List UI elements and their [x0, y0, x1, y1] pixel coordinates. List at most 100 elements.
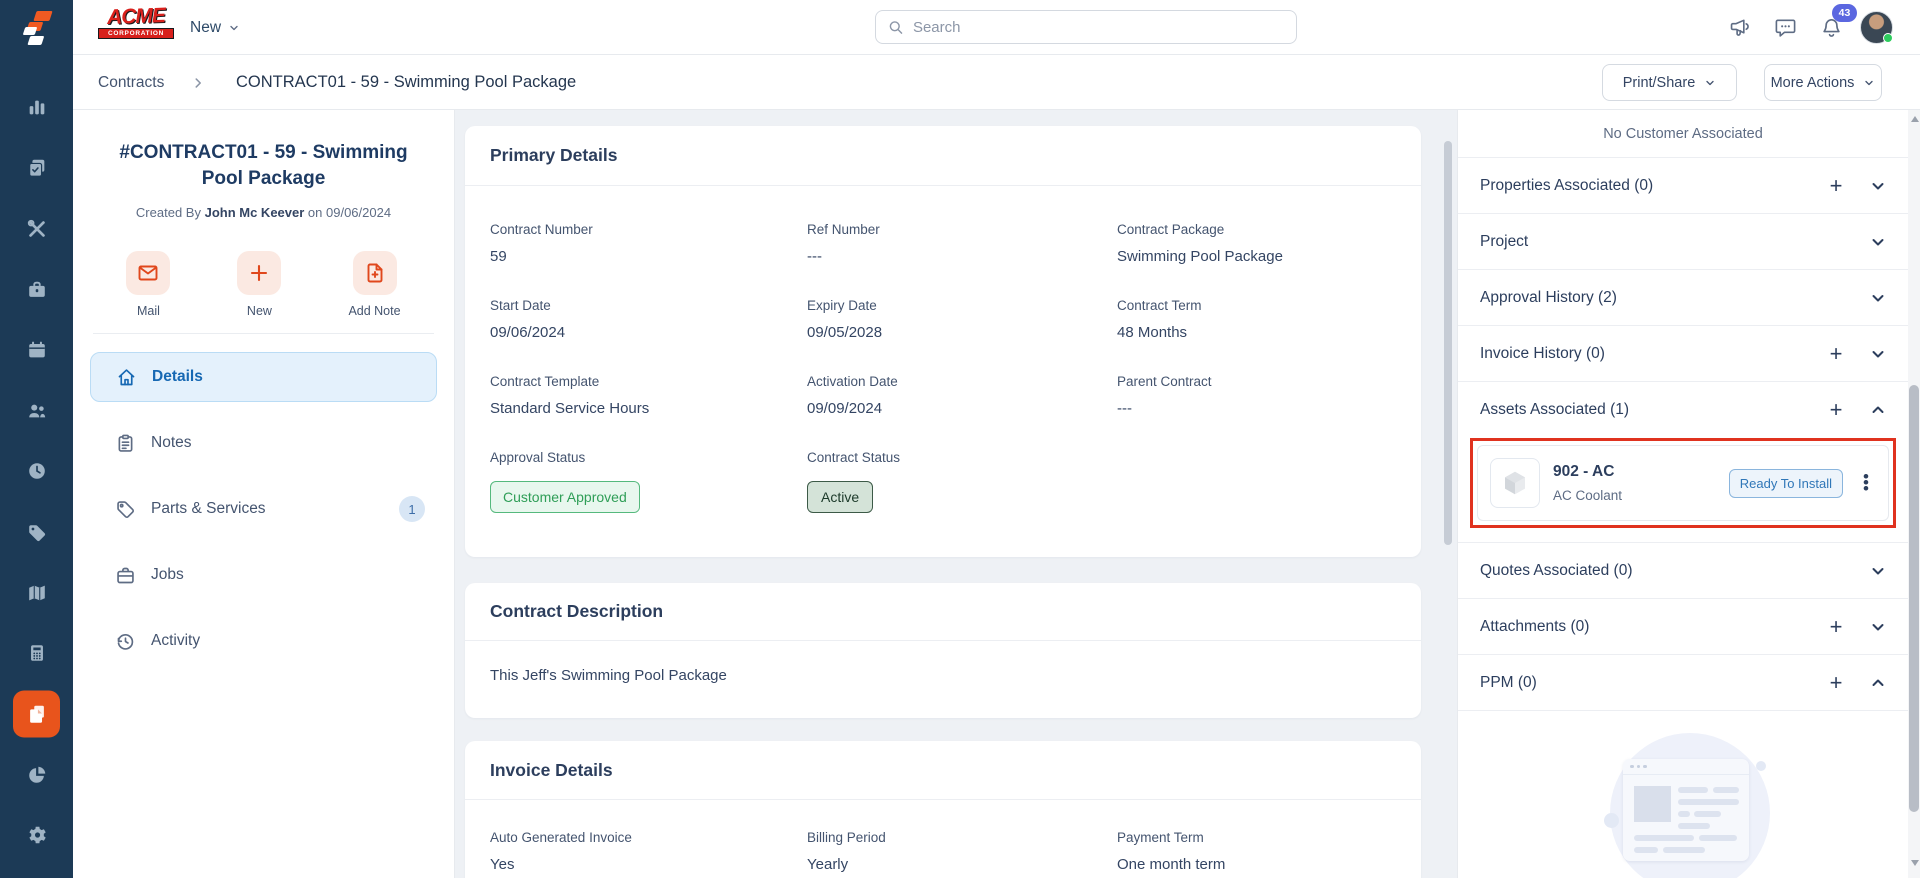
service-tools-icon[interactable] — [26, 218, 48, 240]
tab-notes-label: Notes — [151, 434, 192, 451]
chevron-down-icon[interactable] — [1870, 234, 1886, 250]
field-contract-package: Contract Package Swimming Pool Package — [1117, 222, 1283, 265]
contract-description-card: Contract Description This Jeff's Swimmin… — [465, 583, 1421, 718]
section-approval-history[interactable]: Approval History (2) — [1458, 270, 1908, 326]
primary-details-title: Primary Details — [465, 126, 1421, 186]
notifications-bell-icon[interactable] — [1820, 16, 1843, 39]
section-properties-associated[interactable]: Properties Associated (0) + — [1458, 158, 1908, 214]
field-contract-status: Contract Status Active — [807, 450, 1117, 513]
field-ref-number: Ref Number --- — [807, 222, 880, 265]
contract-nav: Details Notes Parts & Services 1 — [90, 352, 437, 666]
contract-summary-panel: #CONTRACT01 - 59 - Swimming Pool Package… — [73, 110, 455, 878]
user-avatar[interactable] — [1860, 11, 1893, 44]
calendar-icon[interactable] — [26, 339, 48, 361]
scroll-up-arrow[interactable] — [1911, 116, 1919, 122]
search-input[interactable] — [912, 18, 1284, 36]
tab-details-label: Details — [152, 368, 203, 385]
right-scrollbar-thumb[interactable] — [1909, 385, 1919, 812]
new-action[interactable]: New — [237, 251, 282, 318]
section-invoice-history[interactable]: Invoice History (0) + — [1458, 326, 1908, 382]
asset-kebab-menu[interactable]: • • • — [1863, 467, 1869, 498]
notes-icon — [118, 434, 133, 452]
new-menu-button[interactable]: New — [190, 0, 240, 55]
activity-history-icon — [117, 633, 134, 650]
file-plus-icon — [352, 251, 397, 295]
chevron-down-icon[interactable] — [1870, 178, 1886, 194]
tab-notes[interactable]: Notes — [90, 418, 437, 468]
timesheets-icon[interactable] — [26, 460, 48, 482]
tab-activity[interactable]: Activity — [90, 616, 437, 666]
analytics-icon[interactable] — [26, 96, 48, 118]
add-invoice-button[interactable]: + — [1829, 340, 1843, 366]
new-menu-label: New — [190, 18, 222, 36]
chat-icon[interactable] — [1774, 16, 1797, 39]
chevron-down-icon[interactable] — [1870, 346, 1886, 362]
asset-item[interactable]: 902 - AC AC Coolant Ready To Install • • • — [1477, 445, 1889, 521]
tab-details[interactable]: Details — [90, 352, 437, 402]
divider — [93, 333, 434, 334]
chevron-down-icon[interactable] — [1870, 290, 1886, 306]
section-attachments[interactable]: Attachments (0) + — [1458, 599, 1908, 655]
field-contract-term: Contract Term 48 Months — [1117, 298, 1202, 341]
reports-icon[interactable] — [26, 764, 48, 786]
chevron-up-icon[interactable] — [1870, 402, 1886, 418]
created-suffix: on 09/06/2024 — [307, 205, 392, 220]
section-quotes-associated[interactable]: Quotes Associated (0) — [1458, 543, 1908, 599]
contract-status-badge: Active — [807, 481, 874, 513]
invoice-details-title: Invoice Details — [465, 741, 1421, 800]
breadcrumb-parent[interactable]: Contracts — [98, 73, 165, 91]
associations-panel: No Customer Associated Properties Associ… — [1457, 110, 1908, 878]
chevron-down-icon — [230, 25, 238, 30]
chevron-down-icon[interactable] — [1870, 619, 1886, 635]
announcements-icon[interactable] — [1728, 16, 1751, 39]
main-scrollbar-thumb[interactable] — [1444, 141, 1452, 545]
parts-tag-icon[interactable] — [26, 522, 48, 544]
print-share-button[interactable]: Print/Share — [1602, 64, 1737, 101]
tab-parts-services-label: Parts & Services — [151, 500, 266, 517]
tab-parts-services[interactable]: Parts & Services 1 — [90, 484, 437, 534]
chevron-down-icon[interactable] — [1870, 563, 1886, 579]
search-icon — [889, 20, 903, 34]
chevron-down-icon — [1865, 80, 1874, 85]
online-status-dot — [1883, 33, 1893, 43]
section-assets-associated[interactable]: Assets Associated (1) + — [1458, 382, 1908, 438]
field-parent-contract: Parent Contract --- — [1117, 374, 1212, 417]
settings-icon[interactable] — [26, 824, 48, 846]
work-icon[interactable] — [26, 279, 48, 301]
tasks-icon[interactable] — [26, 157, 48, 179]
approval-status-badge: Customer Approved — [490, 481, 640, 513]
scroll-down-arrow[interactable] — [1911, 860, 1919, 866]
asset-status-badge: Ready To Install — [1728, 468, 1843, 498]
main-content: Primary Details Contract Number 59 Ref N… — [455, 110, 1457, 878]
global-search[interactable] — [875, 10, 1297, 44]
zuper-logo[interactable] — [15, 7, 59, 51]
map-icon[interactable] — [26, 582, 48, 604]
print-share-label: Print/Share — [1622, 74, 1696, 91]
created-by-name: John Mc Keever — [204, 205, 305, 220]
more-actions-button[interactable]: More Actions — [1764, 64, 1882, 101]
tab-jobs[interactable]: Jobs — [90, 550, 437, 600]
mail-icon — [126, 251, 171, 295]
teams-icon[interactable] — [26, 400, 48, 422]
add-ppm-button[interactable]: + — [1829, 669, 1843, 695]
breadcrumb-chevron-icon — [191, 55, 205, 110]
invoices-icon[interactable] — [26, 642, 48, 664]
field-start-date: Start Date 09/06/2024 — [490, 298, 566, 341]
asset-subtitle: AC Coolant — [1553, 488, 1623, 503]
add-note-action-label: Add Note — [348, 304, 401, 318]
chevron-up-icon[interactable] — [1870, 675, 1886, 691]
mail-action[interactable]: Mail — [126, 251, 171, 318]
section-ppm[interactable]: PPM (0) + — [1458, 655, 1908, 711]
field-approval-status: Approval Status Customer Approved — [490, 450, 807, 513]
add-attachment-button[interactable]: + — [1829, 613, 1843, 639]
contracts-icon[interactable] — [26, 703, 48, 725]
add-asset-button[interactable]: + — [1829, 397, 1843, 422]
add-property-button[interactable]: + — [1829, 172, 1843, 198]
field-auto-generated-invoice: Auto Generated Invoice Yes — [490, 830, 632, 873]
mail-action-label: Mail — [136, 304, 160, 318]
org-logo[interactable]: ACME CORPORATION — [98, 3, 174, 39]
add-note-action[interactable]: Add Note — [348, 251, 401, 318]
section-project[interactable]: Project — [1458, 214, 1908, 270]
org-logo-word: ACME — [106, 3, 166, 30]
ppm-empty-illustration — [1458, 711, 1908, 878]
